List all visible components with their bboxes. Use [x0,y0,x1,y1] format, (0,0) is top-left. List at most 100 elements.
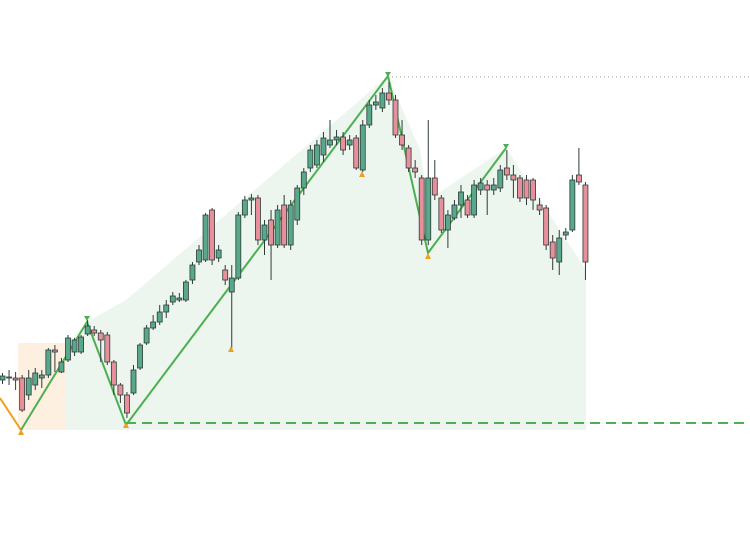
candle-body [45,349,52,376]
candle-body [497,169,504,189]
zigzag-orange [0,397,22,431]
pivot-low-marker [425,253,431,259]
candle-body [137,344,143,369]
candle-body [451,204,458,219]
candle-body [110,361,117,386]
pivot-high-marker [84,316,90,321]
candle-body [38,374,45,379]
candle-body [366,104,373,126]
candle-body [71,339,78,353]
candle-body [143,327,150,344]
candle-body [313,144,320,166]
candle-body [333,136,340,141]
candle-body [52,349,58,353]
candle-body [32,372,39,386]
pivot-low-marker [18,429,24,435]
pivot-high-marker [503,144,509,149]
candle-body [458,191,464,206]
candle-body [490,184,497,191]
candle-body [202,214,209,261]
candle-body [235,214,242,279]
candle-body [209,209,216,261]
candle-body [124,394,130,414]
candle-body [300,171,307,189]
candle-body [189,264,196,281]
trend-shade [66,76,586,430]
candle-body [425,177,432,241]
candle-body [307,149,314,169]
candle-body [418,177,425,241]
candle-body [464,199,471,216]
candle-body [405,147,412,169]
candle-body [228,277,235,293]
candle-body [12,377,19,381]
candle-body [340,136,347,151]
candle-body [438,197,445,231]
pivot-high-marker [385,72,391,77]
candle-body [294,187,301,221]
candle-body [523,179,530,199]
candle-body [386,92,392,101]
candle-body [182,281,189,301]
candle-body [556,237,563,263]
candle-body [117,384,124,396]
candle-body [399,134,405,146]
candles [0,82,589,418]
candle-body [215,249,222,259]
candle-body [549,241,556,259]
candle-body [255,197,261,241]
candle-body [58,361,65,373]
candle-body [320,137,327,156]
candle-body [248,197,255,201]
candle-body [562,231,569,236]
candle-body [530,179,536,201]
candle-body [576,174,582,183]
candle-body [536,204,543,211]
candle-body [569,179,576,231]
pivot-low-marker [359,171,365,177]
candle-body [222,269,229,281]
candle-body [78,336,84,353]
candle-body [91,329,98,334]
candle-body [19,377,26,411]
candle-body [543,207,550,246]
candle-body [84,325,91,335]
candle-body [510,174,517,181]
candle-body [412,167,419,173]
candle-body [477,182,484,191]
candle-body [104,334,111,363]
pivot-low-marker [228,346,234,352]
candle-body [163,304,170,313]
candle-body [372,101,379,106]
candle-body [274,209,281,246]
candle-body [353,137,360,169]
candle-body [503,167,510,176]
candle-body [261,224,268,241]
pivot-low-marker [123,422,129,428]
candle-body [25,377,32,396]
candle-body [0,375,6,381]
candle-body [6,376,12,379]
candle-body [359,124,366,171]
candle-body [65,337,71,361]
candle-body [392,99,399,136]
candle-body [97,332,104,341]
candle-body [517,177,523,199]
candle-body [281,204,288,246]
candle-body [196,249,202,263]
candle-body [176,297,183,301]
candle-body [444,214,451,231]
candle-body [484,184,491,191]
candle-body [268,219,274,246]
candle-body [582,184,589,263]
candle-body [379,92,386,109]
candle-body [130,369,137,394]
candle-body [156,311,163,323]
candle-body [327,139,333,146]
candle-body [431,177,438,196]
candle-body [150,321,157,329]
candle-body [346,139,353,146]
candle-body [471,184,478,216]
candle-body [241,199,248,216]
